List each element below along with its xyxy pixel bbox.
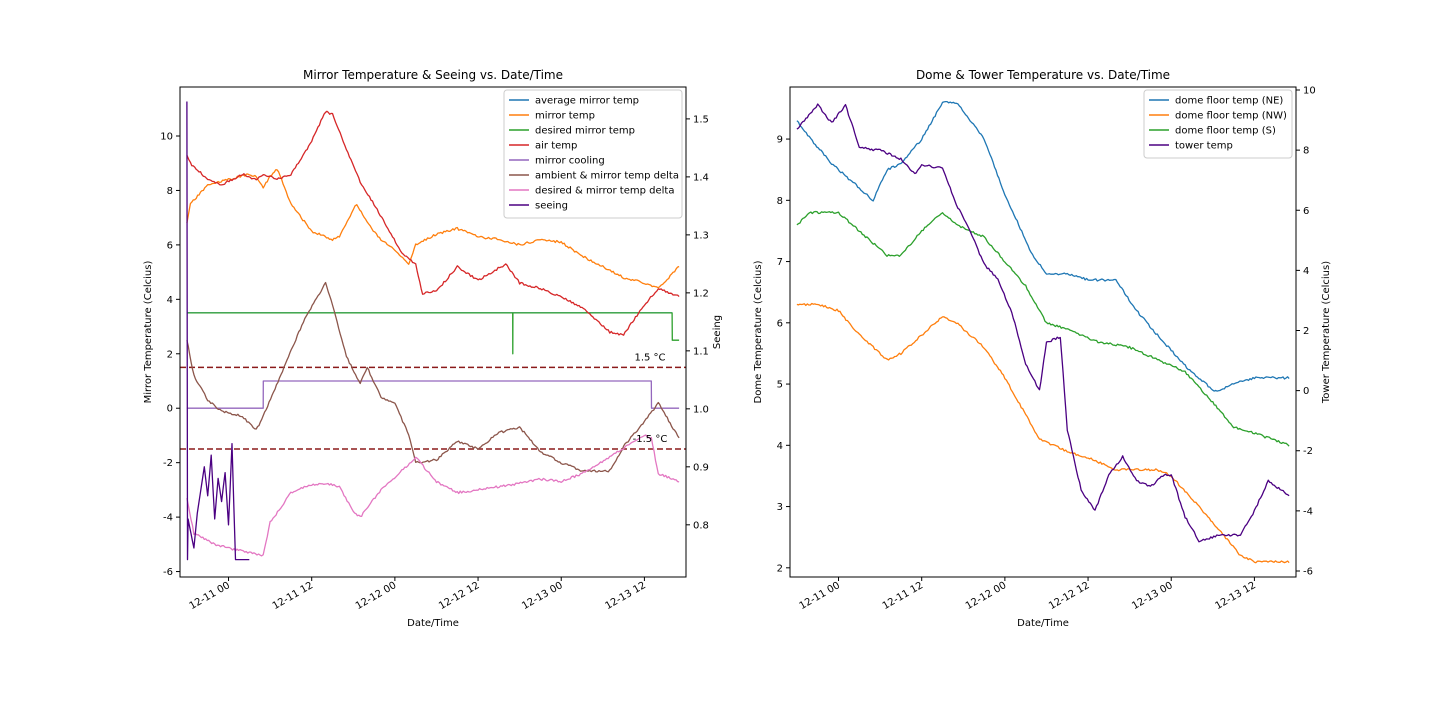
series-line-air-temp <box>186 110 680 336</box>
y2-tick-label: 6 <box>1303 206 1309 217</box>
y2-tick-label: -4 <box>1303 506 1313 517</box>
mirror-chart-frame <box>179 86 687 578</box>
legend-entry: seeing <box>535 201 568 212</box>
legend-entry: ambient & mirror temp delta <box>535 171 679 182</box>
y-tick-label: 7 <box>777 257 783 268</box>
y-tick-label: -2 <box>163 458 173 469</box>
legend-box <box>503 89 683 219</box>
y2-tick-label: -2 <box>1303 446 1313 457</box>
series-line-tower-temp <box>796 103 1290 543</box>
y-tick-label: 3 <box>777 502 783 513</box>
legend-entry: tower temp <box>1175 141 1233 152</box>
threshold-label-upper: 1.5 °C <box>634 352 665 363</box>
y-tick-label: 4 <box>167 295 173 306</box>
y2-tick-label: 4 <box>1303 266 1309 277</box>
dome-chart-y-label: Dome Temperature (Celcius) <box>753 260 764 403</box>
mirror-chart-lines <box>180 101 686 561</box>
y-tick-label: 0 <box>167 404 173 415</box>
series-line-mirror-temp <box>186 169 680 289</box>
y2-tick-label: 0.8 <box>693 520 709 531</box>
y2-tick-label: 8 <box>1303 146 1309 157</box>
series-line-dome-floor-temp-ne- <box>796 100 1290 392</box>
legend-entry: mirror temp <box>535 111 595 122</box>
y2-tick-label: 10 <box>1303 86 1316 97</box>
y2-tick-label: 1.2 <box>693 288 709 299</box>
y-tick-label: 5 <box>777 380 783 391</box>
y2-tick-label: 1.1 <box>693 346 709 357</box>
y2-tick-label: 1.5 <box>693 114 709 125</box>
y-tick-label: 4 <box>777 441 783 452</box>
mirror-chart-legend: average mirror temp mirror temp desired mi… <box>503 89 683 219</box>
y2-tick-label: 1.0 <box>693 404 709 415</box>
y2-tick-label: 2 <box>1303 326 1309 337</box>
y-tick-label: -6 <box>163 567 173 578</box>
legend-entry: dome floor temp (NW) <box>1175 111 1287 122</box>
y2-tick-label: 0.9 <box>693 462 709 473</box>
y-tick-label: 6 <box>777 318 783 329</box>
dome-chart-title: Dome & Tower Temperature vs. Date/Time <box>916 68 1170 82</box>
y-tick-label: 9 <box>777 135 783 146</box>
dome-chart-x-label: Date/Time <box>1017 618 1069 629</box>
dome-chart-y2-label: Tower Temperature (Celcius) <box>1321 261 1332 404</box>
y-tick-label: -4 <box>163 513 173 524</box>
mirror-chart-title: Mirror Temperature & Seeing vs. Date/Tim… <box>303 68 563 82</box>
legend-entry: dome floor temp (NE) <box>1175 96 1283 107</box>
legend-entry: mirror cooling <box>535 156 605 167</box>
legend-entry: desired mirror temp <box>535 126 635 137</box>
series-line-dome-floor-temp-s- <box>796 210 1290 447</box>
mirror-chart-y-label: Mirror Temperature (Celcius) <box>143 261 154 404</box>
dome-chart-y2-ticks: -6 -4 -2 0 2 4 6 8 10 <box>1296 86 1316 577</box>
series-line-dome-floor-temp-nw- <box>796 302 1290 564</box>
y-tick-label: 8 <box>167 186 173 197</box>
y2-tick-label: 1.3 <box>693 230 709 241</box>
series-line-mirror-cooling <box>186 380 680 409</box>
threshold-label-lower: -1.5 °C <box>633 434 668 445</box>
y2-tick-label: -6 <box>1303 566 1313 577</box>
series-line-ambient-mirror-temp-delta <box>186 281 680 473</box>
y-tick-label: 6 <box>167 240 173 251</box>
series-line-desired-mirror-temp <box>186 312 680 355</box>
y-tick-label: 2 <box>777 563 783 574</box>
y2-tick-label: 1.4 <box>693 172 709 183</box>
legend-box <box>1143 89 1293 159</box>
series-line-desired-mirror-temp-delta <box>186 434 680 557</box>
y-tick-label: 8 <box>777 196 783 207</box>
series-line-seeing <box>186 101 250 561</box>
legend-entry: desired & mirror temp delta <box>535 186 674 197</box>
legend-entry: dome floor temp (S) <box>1175 126 1276 137</box>
legend-entry: air temp <box>535 141 577 152</box>
mirror-chart-y2-label: Seeing <box>712 315 723 349</box>
y-tick-label: 2 <box>167 349 173 360</box>
dome-chart-frame <box>789 86 1297 578</box>
mirror-chart-x-label: Date/Time <box>407 618 459 629</box>
y2-tick-label: 0 <box>1303 386 1309 397</box>
dome-chart-y-ticks: 2 3 4 5 6 7 8 9 <box>777 135 790 574</box>
mirror-chart-y-ticks: -6 -4 -2 0 2 4 6 8 10 <box>160 132 180 578</box>
legend-entry: average mirror temp <box>535 96 639 107</box>
y-tick-label: 10 <box>160 132 173 143</box>
dome-chart-legend: dome floor temp (NE) dome floor temp (NW)… <box>1143 89 1293 159</box>
dome-chart-lines <box>796 100 1290 564</box>
mirror-chart-y2-ticks: 0.8 0.9 1.0 1.1 1.2 1.3 1.4 1.5 <box>686 114 709 531</box>
